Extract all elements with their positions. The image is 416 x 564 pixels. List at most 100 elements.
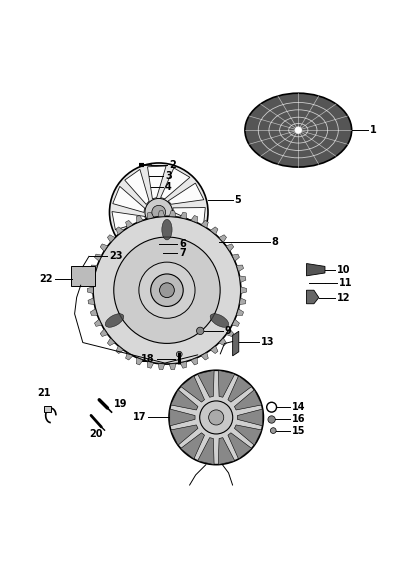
Polygon shape: [228, 433, 252, 459]
Polygon shape: [125, 169, 149, 204]
Text: 16: 16: [292, 415, 306, 425]
Polygon shape: [148, 166, 166, 199]
Polygon shape: [161, 168, 190, 199]
Polygon shape: [181, 376, 205, 402]
Polygon shape: [307, 290, 319, 304]
Polygon shape: [169, 211, 176, 217]
Polygon shape: [136, 215, 143, 223]
Polygon shape: [107, 338, 115, 346]
Text: 19: 19: [114, 399, 127, 409]
Polygon shape: [171, 425, 198, 445]
Text: 17: 17: [133, 412, 146, 422]
Polygon shape: [87, 287, 93, 293]
Circle shape: [134, 179, 151, 195]
Circle shape: [139, 183, 146, 190]
Circle shape: [114, 237, 220, 343]
Polygon shape: [210, 346, 218, 354]
Polygon shape: [147, 212, 154, 219]
Text: 12: 12: [337, 293, 351, 303]
Circle shape: [151, 240, 159, 248]
Polygon shape: [241, 287, 247, 293]
Text: 3: 3: [165, 171, 172, 181]
Polygon shape: [100, 329, 108, 337]
Polygon shape: [232, 254, 240, 261]
Circle shape: [152, 205, 166, 219]
Ellipse shape: [210, 314, 229, 327]
Polygon shape: [226, 329, 234, 337]
Polygon shape: [235, 425, 262, 445]
FancyBboxPatch shape: [44, 407, 51, 412]
Polygon shape: [191, 215, 198, 223]
Circle shape: [93, 217, 241, 364]
Circle shape: [146, 245, 163, 262]
Polygon shape: [139, 227, 161, 259]
Polygon shape: [191, 358, 198, 365]
Polygon shape: [88, 276, 94, 283]
Polygon shape: [237, 265, 243, 272]
Polygon shape: [226, 244, 234, 252]
Circle shape: [136, 170, 149, 183]
Polygon shape: [107, 235, 115, 243]
Polygon shape: [173, 208, 206, 226]
Polygon shape: [238, 409, 262, 426]
Polygon shape: [237, 309, 243, 315]
Circle shape: [295, 127, 302, 134]
Polygon shape: [136, 358, 143, 365]
Polygon shape: [171, 390, 198, 410]
Polygon shape: [228, 376, 252, 402]
Ellipse shape: [162, 219, 172, 240]
Text: 4: 4: [165, 182, 172, 192]
Polygon shape: [169, 364, 176, 370]
Text: 6: 6: [179, 239, 186, 249]
Circle shape: [209, 410, 224, 425]
Polygon shape: [232, 319, 240, 327]
Polygon shape: [100, 244, 108, 252]
Polygon shape: [307, 263, 325, 276]
Circle shape: [268, 416, 275, 423]
Circle shape: [176, 351, 182, 357]
Text: 5: 5: [235, 195, 241, 205]
Circle shape: [145, 199, 173, 226]
Polygon shape: [198, 371, 214, 397]
Polygon shape: [219, 338, 227, 346]
Text: 13: 13: [261, 337, 275, 346]
Text: 20: 20: [89, 429, 103, 439]
Text: 14: 14: [292, 402, 306, 412]
Circle shape: [196, 327, 204, 334]
Text: 18: 18: [141, 354, 155, 364]
Polygon shape: [198, 438, 214, 465]
Polygon shape: [201, 221, 208, 228]
Polygon shape: [126, 221, 133, 228]
Circle shape: [160, 283, 174, 298]
Polygon shape: [119, 223, 153, 250]
Polygon shape: [90, 309, 97, 315]
Polygon shape: [165, 223, 182, 259]
Polygon shape: [233, 331, 239, 356]
Text: 15: 15: [292, 426, 306, 435]
Polygon shape: [112, 212, 146, 230]
Polygon shape: [240, 276, 246, 283]
Text: 7: 7: [179, 248, 186, 258]
Polygon shape: [168, 183, 204, 204]
Polygon shape: [171, 216, 201, 248]
Polygon shape: [235, 390, 262, 410]
Text: 10: 10: [337, 265, 351, 275]
Text: 2: 2: [169, 160, 176, 170]
Polygon shape: [201, 352, 208, 360]
Circle shape: [139, 262, 195, 318]
Polygon shape: [180, 362, 187, 368]
Polygon shape: [158, 364, 165, 370]
Polygon shape: [180, 212, 187, 219]
Circle shape: [270, 428, 276, 434]
Polygon shape: [113, 186, 145, 213]
Polygon shape: [218, 371, 235, 397]
Polygon shape: [158, 211, 165, 217]
Polygon shape: [170, 409, 195, 426]
Text: 1: 1: [370, 125, 377, 135]
Polygon shape: [116, 346, 124, 354]
Polygon shape: [210, 227, 218, 235]
Circle shape: [200, 401, 233, 434]
Ellipse shape: [245, 93, 352, 167]
Polygon shape: [116, 227, 124, 235]
Text: 8: 8: [272, 237, 278, 247]
